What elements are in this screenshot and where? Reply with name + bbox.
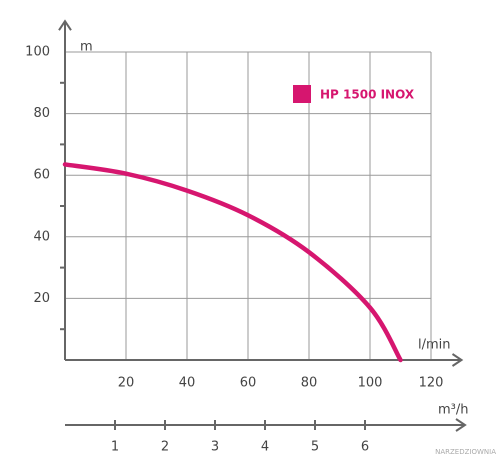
x-tick-label: 120 <box>419 376 444 391</box>
x2-axis-label: m³/h <box>438 403 469 418</box>
x2-tick-label: 6 <box>361 440 369 455</box>
y-tick-label: 40 <box>33 229 50 244</box>
x2-tick-label: 3 <box>211 440 219 455</box>
legend-swatch <box>293 85 311 103</box>
x-tick-label: 40 <box>179 376 196 391</box>
y-tick-label: 60 <box>33 168 50 183</box>
y-tick-label: 20 <box>33 291 50 306</box>
watermark: NARZEDZIOWNIA <box>435 448 496 456</box>
x-tick-label: 60 <box>240 376 257 391</box>
x-tick-label: 100 <box>358 376 383 391</box>
x-axis-arrow <box>451 353 464 367</box>
series-line <box>62 162 403 363</box>
y-tick-label: 100 <box>25 45 50 60</box>
y-axis-arrow <box>58 19 72 31</box>
x-axis-label: l/min <box>418 338 451 353</box>
y-tick-label: 80 <box>33 106 50 121</box>
y-axis-label: m <box>80 40 93 55</box>
x-tick-label: 20 <box>118 376 135 391</box>
x2-tick-label: 2 <box>161 440 169 455</box>
x-tick-label: 80 <box>301 376 318 391</box>
x2-tick-label: 1 <box>111 440 119 455</box>
x2-tick-label: 4 <box>261 440 269 455</box>
x2-axis-arrow <box>455 418 467 432</box>
legend-label: HP 1500 INOX <box>320 88 415 102</box>
x2-tick-label: 5 <box>311 440 319 455</box>
